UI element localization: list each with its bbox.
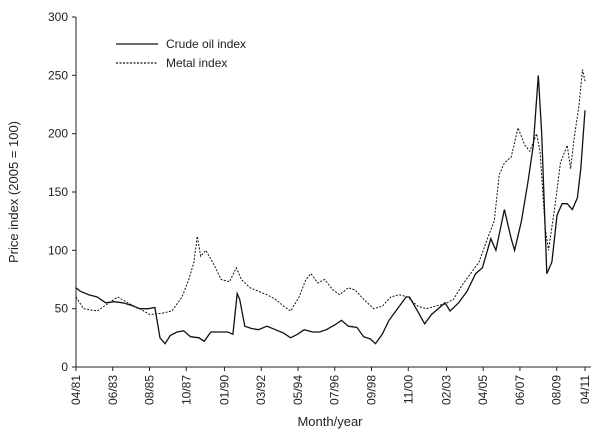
x-tick-label: 09/98 xyxy=(365,375,379,405)
legend-label: Metal index xyxy=(166,56,227,70)
x-tick-label: 08/09 xyxy=(550,375,564,405)
y-tick-label: 50 xyxy=(55,302,69,316)
y-tick-label: 250 xyxy=(48,68,68,82)
y-tick-label: 200 xyxy=(48,127,68,141)
x-tick-label: 01/90 xyxy=(217,375,231,405)
y-axis-label: Price index (2005 = 100) xyxy=(6,121,21,263)
y-tick-label: 300 xyxy=(48,10,68,24)
x-tick-label: 06/83 xyxy=(106,375,120,405)
x-tick-label: 02/03 xyxy=(439,375,453,405)
x-tick-label: 08/85 xyxy=(143,375,157,405)
line-series xyxy=(75,69,586,316)
x-tick-label: 07/96 xyxy=(328,375,342,405)
x-tick-label: 04/81 xyxy=(69,375,83,405)
legend-label: Crude oil index xyxy=(166,37,246,51)
x-tick-label: 04/11 xyxy=(578,375,592,404)
x-tick-label: 04/05 xyxy=(476,375,490,405)
y-tick-label: 150 xyxy=(48,185,68,199)
line-series xyxy=(75,75,586,345)
x-tick-label: 10/87 xyxy=(179,375,193,405)
x-axis-label: Month/year xyxy=(297,414,363,429)
x-tick-label: 05/94 xyxy=(291,375,305,405)
x-tick-label: 06/07 xyxy=(513,375,527,405)
x-tick-label: 03/92 xyxy=(254,375,268,405)
y-tick-label: 100 xyxy=(48,243,68,257)
y-tick-label: 0 xyxy=(61,360,68,374)
x-tick-label: 11/00 xyxy=(401,375,415,404)
